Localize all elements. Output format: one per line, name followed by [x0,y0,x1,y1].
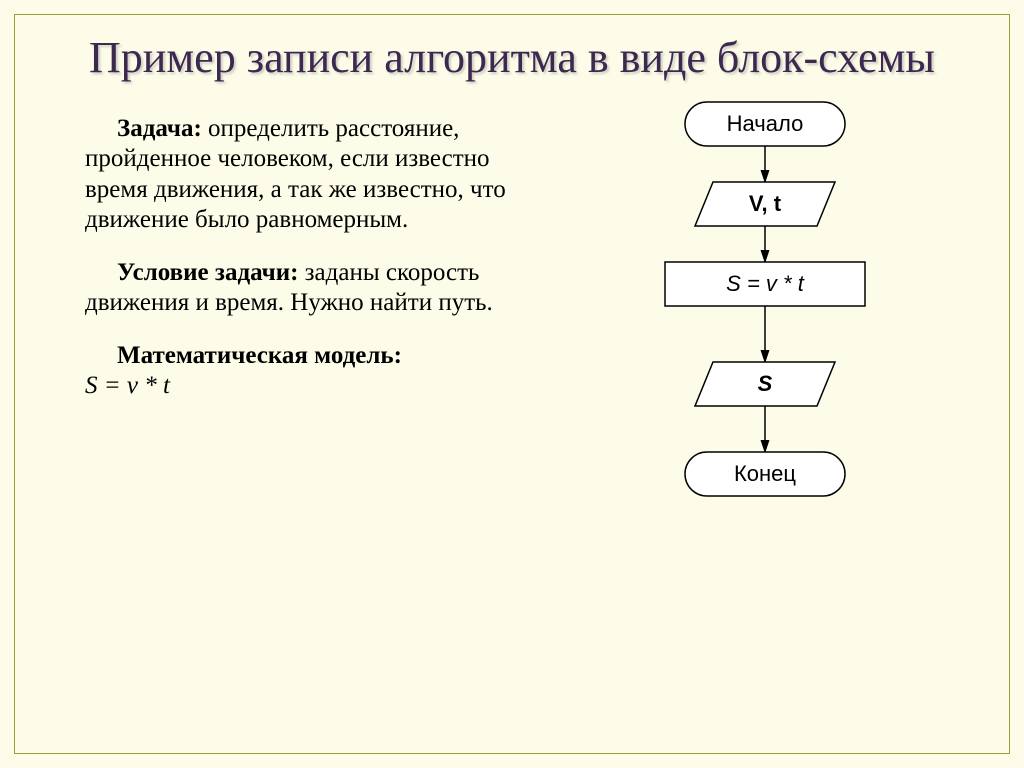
paragraph-task: Задача: определить расстояние, пройденно… [85,114,535,236]
text-column: Задача: определить расстояние, пройденно… [85,114,535,424]
model-label: Математическая модель: [117,342,402,369]
slide-title: Пример записи алгоритма в виде блок-схем… [55,33,969,84]
slide-frame: Пример записи алгоритма в виде блок-схем… [14,14,1010,754]
condition-label: Условие задачи: [117,259,298,286]
content-row: Задача: определить расстояние, пройденно… [15,114,1009,424]
task-label: Задача: [117,115,202,142]
flowchart-label-end: Конец [734,460,796,485]
flowchart-column: НачалоV, tS = v * tSКонец [565,114,979,424]
paragraph-model: Математическая модель: S = v * t [85,341,535,402]
flowchart-label-output: S [758,370,773,395]
flowchart-svg: Начало V, t S = v * t S Конец [565,94,965,554]
flowchart-label-start: Начало [727,110,804,135]
paragraph-condition: Условие задачи: заданы скорость движения… [85,258,535,319]
flowchart-label-input: V, t [749,190,782,215]
flowchart-label-process: S = v * t [726,270,805,295]
model-formula: S = v * t [85,372,170,399]
slide-title-wrap: Пример записи алгоритма в виде блок-схем… [15,33,1009,84]
